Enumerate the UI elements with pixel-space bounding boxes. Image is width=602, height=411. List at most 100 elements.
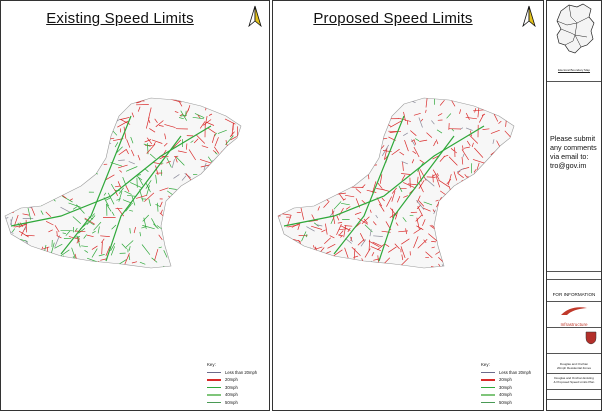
street-segment xyxy=(371,260,376,268)
street-segment xyxy=(446,218,455,221)
street-segment xyxy=(91,117,96,127)
street-segment xyxy=(297,203,300,207)
street-segment xyxy=(396,195,401,203)
street-segment xyxy=(110,242,116,251)
street-segment xyxy=(462,145,464,151)
street-segment xyxy=(468,134,479,144)
street-segment xyxy=(504,232,509,235)
street-segment xyxy=(372,241,382,247)
key-row: Less than 20mph xyxy=(481,369,539,376)
street-segment xyxy=(76,238,80,244)
street-segment xyxy=(324,237,331,245)
street-segment xyxy=(48,229,53,233)
street-segment xyxy=(428,233,439,242)
key-label: 40mph xyxy=(225,392,238,398)
street-segment xyxy=(12,228,16,233)
key-label: 50mph xyxy=(225,399,238,405)
revision-row-divider xyxy=(547,279,601,280)
street-segment xyxy=(306,144,314,149)
street-segment xyxy=(474,147,484,158)
street-segment xyxy=(398,230,408,233)
street-segment xyxy=(502,218,510,231)
street-segment xyxy=(138,177,144,186)
street-segment xyxy=(412,150,417,154)
street-segment xyxy=(108,112,118,117)
main-road xyxy=(378,135,455,262)
street-segment xyxy=(223,264,232,268)
street-segment xyxy=(219,257,223,265)
street-segment xyxy=(305,234,308,238)
street-segment xyxy=(231,181,235,188)
street-segment xyxy=(212,150,217,153)
street-segment xyxy=(112,116,114,122)
street-segment xyxy=(472,159,486,164)
street-segment xyxy=(77,152,80,156)
street-segment xyxy=(492,139,495,144)
street-segment xyxy=(278,257,282,265)
street-segment xyxy=(148,198,151,207)
street-segment xyxy=(424,177,435,187)
street-segment xyxy=(339,207,344,216)
street-segment xyxy=(191,212,195,216)
street-segment xyxy=(438,179,450,188)
street-segment xyxy=(435,175,441,188)
street-segment xyxy=(312,245,315,249)
infrastructure-logo-icon xyxy=(561,307,587,315)
street-segment xyxy=(449,258,455,265)
status-divider xyxy=(547,301,601,302)
street-segment xyxy=(278,228,283,235)
street-segment xyxy=(172,242,184,248)
street-segment xyxy=(401,174,406,181)
street-segment xyxy=(81,245,88,248)
street-segment xyxy=(381,197,385,202)
street-segment xyxy=(350,236,353,242)
street-segment xyxy=(504,130,511,138)
street-segment xyxy=(382,189,390,192)
street-segment xyxy=(223,229,233,231)
street-segment xyxy=(294,129,305,138)
street-segment xyxy=(498,120,502,124)
street-segment xyxy=(457,173,464,179)
street-segment xyxy=(42,246,50,250)
street-segment xyxy=(291,158,295,163)
street-segment xyxy=(495,174,504,179)
street-segment xyxy=(278,225,283,232)
street-segment xyxy=(22,121,31,123)
street-segment xyxy=(24,223,28,231)
street-segment xyxy=(28,186,40,193)
key-swatch xyxy=(481,372,495,374)
street-segment xyxy=(423,239,427,244)
street-segment xyxy=(28,191,32,204)
existing-speed-map xyxy=(4,97,242,269)
street-segment xyxy=(322,135,334,139)
street-segment xyxy=(467,206,473,216)
street-segment xyxy=(83,234,88,239)
street-segment xyxy=(24,239,29,244)
street-segment xyxy=(18,230,29,238)
street-segment xyxy=(377,182,383,189)
street-segment xyxy=(91,245,98,250)
street-segment xyxy=(455,230,462,236)
street-segment xyxy=(9,245,11,251)
key-row: 40mph xyxy=(207,391,265,398)
street-segment xyxy=(321,164,325,174)
street-segment xyxy=(368,263,375,268)
street-segment xyxy=(137,101,142,104)
street-segment xyxy=(159,201,163,207)
street-segment xyxy=(377,243,385,251)
street-segment xyxy=(59,249,70,257)
key-row: 30mph xyxy=(481,384,539,391)
street-segment xyxy=(85,174,90,180)
street-segment xyxy=(333,267,337,268)
street-segment xyxy=(361,216,370,224)
street-segment xyxy=(5,174,6,177)
street-segment xyxy=(379,174,383,184)
street-segment xyxy=(38,146,43,157)
street-segment xyxy=(194,206,202,215)
location-map-label: Electoral Boundary Map xyxy=(557,68,591,72)
street-segment xyxy=(32,112,39,121)
street-segment xyxy=(394,243,400,250)
street-segment xyxy=(125,185,130,192)
street-segment xyxy=(391,191,396,202)
street-segment xyxy=(332,211,336,224)
